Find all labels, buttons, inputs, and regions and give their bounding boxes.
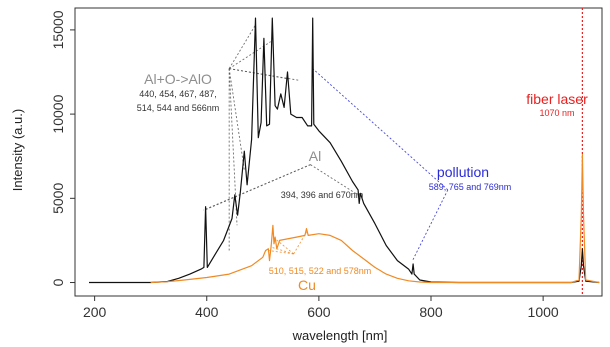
spectrum-line-orange — [150, 153, 600, 284]
fiber-annotation-detail: 1070 nm — [539, 108, 574, 118]
pollution-pointer-line — [412, 189, 449, 261]
plot-frame — [74, 7, 603, 297]
spectrum-line-black — [89, 17, 600, 284]
annotation-labels: Al+O->AlO 440, 454, 467, 487, 514, 544 and… — [137, 71, 588, 293]
alo-annotation-detail: 440, 454, 467, 487, — [139, 89, 217, 99]
x-tick-label: 600 — [307, 304, 331, 320]
al-annotation-title: Al — [309, 148, 321, 164]
alo-pointer-line — [228, 24, 256, 69]
x-tick-label: 400 — [195, 304, 219, 320]
cu-pointer-line — [268, 250, 294, 255]
x-axis-label: wavelength [nm] — [292, 328, 388, 343]
fiber-annotation-title: fiber laser — [526, 91, 588, 107]
cu-annotation-title: Cu — [298, 277, 316, 293]
x-tick-label: 200 — [83, 304, 107, 320]
y-tick-label: 0 — [50, 278, 66, 286]
y-tick-label: 15000 — [50, 10, 66, 49]
cu-pointer-line — [271, 246, 294, 255]
y-tick-label: 10000 — [50, 94, 66, 133]
y-tick-label: 5000 — [50, 183, 66, 214]
al-annotation-detail: 394, 396 and 670nm — [281, 190, 364, 200]
cu-annotation-detail: 510, 515, 522 and 578nm — [269, 266, 372, 276]
pollution-annotation-detail: 589, 765 and 769nm — [429, 182, 512, 192]
pollution-annotation-title: pollution — [437, 164, 489, 180]
alo-pointer-line — [228, 68, 245, 170]
series-group — [89, 17, 600, 284]
al-pointer-line — [204, 164, 311, 211]
alo-annotation-detail: 514, 544 and 566nm — [137, 103, 220, 113]
y-axis-label: Intensity (a.u.) — [10, 109, 25, 191]
al-pointer-line — [310, 164, 359, 196]
annotation-lines — [203, 24, 449, 261]
x-tick-label: 800 — [419, 304, 443, 320]
pollution-pointer-line — [312, 68, 449, 191]
alo-annotation-title: Al+O->AlO — [144, 71, 212, 87]
x-tick-label: 1000 — [528, 304, 559, 320]
